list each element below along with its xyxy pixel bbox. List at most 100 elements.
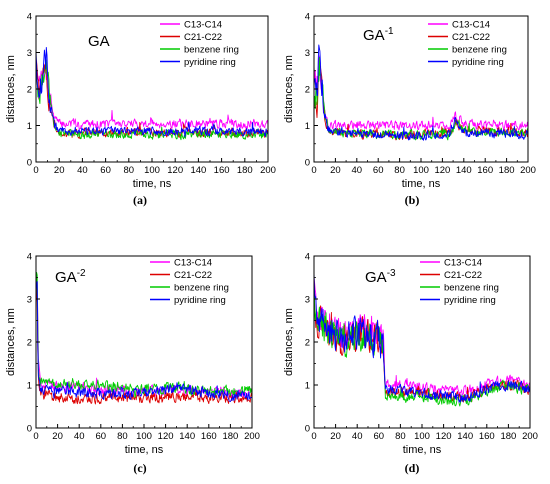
x-tick-label: 80 [395,431,406,442]
x-tick-label: 200 [260,165,276,176]
legend-label: benzene ring [444,283,499,294]
x-tick-label: 20 [54,165,65,176]
y-tick-label: 2 [27,338,32,349]
panel-caption: (c) [133,461,146,475]
x-tick-label: 0 [33,431,38,442]
x-tick-label: 0 [311,431,316,442]
legend-label: pyridine ring [174,295,226,306]
x-tick-label: 120 [158,431,174,442]
legend-label: C13-C14 [444,258,482,269]
panel-caption: (d) [405,461,420,475]
series-line-C13-C14 [314,55,528,134]
legend-label: pyridine ring [452,57,504,68]
y-tick-label: 4 [305,252,310,263]
x-tick-label: 40 [352,431,363,442]
panel-title: GA [88,33,110,50]
x-tick-label: 120 [436,431,452,442]
x-tick-label: 140 [456,165,472,176]
y-tick-label: 4 [27,252,32,263]
panel-title: GA-3 [365,268,396,286]
x-tick-label: 100 [413,165,429,176]
y-tick-label: 0 [305,424,310,435]
y-tick-label: 1 [27,121,32,132]
y-axis-label: distances, nm [283,308,295,376]
series-line-benzene-ring [36,271,252,398]
chart-panel-3: 0 20 40 60 80 100 120 140 160 180 200 0 1 2 3 4 time, ns… [5,252,260,476]
series-group [314,272,530,407]
y-tick-label: 3 [27,295,32,306]
legend-label: pyridine ring [444,295,496,306]
legend-label: C13-C14 [452,20,490,31]
x-tick-label: 100 [136,431,152,442]
y-tick-label: 0 [305,158,310,169]
x-tick-label: 180 [499,165,515,176]
series-line-C21-C22 [36,61,268,139]
y-tick-label: 3 [305,295,310,306]
series-line-pyridine-ring [314,44,528,141]
x-tick-label: 60 [96,431,107,442]
series-line-benzene-ring [36,58,268,141]
x-tick-label: 200 [520,165,536,176]
y-tick-label: 1 [305,381,310,392]
x-tick-label: 200 [244,431,260,442]
x-tick-label: 80 [117,431,128,442]
x-tick-label: 140 [457,431,473,442]
x-tick-label: 20 [330,165,341,176]
legend-label: C21-C22 [184,32,222,43]
y-tick-label: 2 [305,85,310,96]
x-axis-label: time, ns [402,178,441,190]
legend-label: C13-C14 [184,20,222,31]
y-axis-label: distances, nm [5,55,17,123]
series-line-pyridine-ring [314,272,530,403]
y-tick-label: 2 [305,338,310,349]
x-tick-label: 40 [352,165,363,176]
legend-label: C13-C14 [174,258,212,269]
legend-label: benzene ring [452,45,507,56]
x-axis-label: time, ns [403,444,442,456]
y-tick-label: 2 [27,85,32,96]
x-tick-label: 60 [373,165,384,176]
x-tick-label: 120 [167,165,183,176]
x-tick-label: 60 [374,431,385,442]
y-tick-label: 1 [27,381,32,392]
legend-label: C21-C22 [452,32,490,43]
x-tick-label: 140 [179,431,195,442]
x-tick-label: 120 [434,165,450,176]
y-tick-label: 3 [305,48,310,59]
legend-label: C21-C22 [444,270,482,281]
x-tick-label: 60 [100,165,111,176]
y-axis-label: distances, nm [283,55,295,123]
y-tick-label: 4 [305,12,310,23]
y-tick-label: 3 [27,48,32,59]
x-tick-label: 160 [214,165,230,176]
x-tick-label: 180 [500,431,516,442]
panel-title: GA-2 [55,268,86,286]
legend-label: pyridine ring [184,57,236,68]
y-tick-label: 0 [27,424,32,435]
panel-caption: (a) [133,193,147,207]
series-line-C13-C14 [36,59,268,130]
legend-label: benzene ring [174,283,229,294]
x-axis-label: time, ns [125,444,164,456]
series-group [36,271,252,405]
chart-panel-2: 0 20 40 60 80 100 120 140 160 180 200 0 1 2 3 4 time, ns… [283,12,536,208]
x-tick-label: 20 [330,431,341,442]
panel-title: GA-1 [363,26,394,44]
series-line-pyridine-ring [36,46,268,138]
panel-caption: (b) [405,193,420,207]
x-tick-label: 180 [237,165,253,176]
chart-panel-1: 0 20 40 60 80 100 120 140 160 180 200 0 1 2 3 4 time, ns… [5,12,276,208]
y-tick-label: 0 [27,158,32,169]
series-group [314,44,528,141]
x-tick-label: 140 [190,165,206,176]
legend-label: benzene ring [184,45,239,56]
y-axis-label: distances, nm [5,308,17,376]
x-tick-label: 160 [201,431,217,442]
series-line-pyridine-ring [36,281,252,402]
x-tick-label: 40 [74,431,85,442]
series-line-C13-C14 [36,279,252,399]
x-axis-label: time, ns [133,178,172,190]
x-tick-label: 0 [33,165,38,176]
y-tick-label: 4 [27,12,32,23]
